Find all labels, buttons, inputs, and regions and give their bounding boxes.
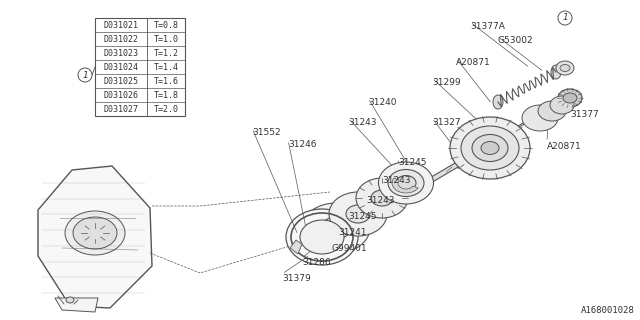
- Text: 1: 1: [82, 70, 88, 79]
- Ellipse shape: [329, 192, 387, 236]
- Text: 31286: 31286: [302, 258, 331, 267]
- Ellipse shape: [300, 220, 344, 254]
- Text: G53002: G53002: [497, 36, 532, 45]
- Ellipse shape: [65, 211, 125, 255]
- Ellipse shape: [556, 61, 574, 75]
- Ellipse shape: [550, 96, 574, 114]
- Text: 31240: 31240: [368, 98, 397, 107]
- Text: 1: 1: [562, 13, 568, 22]
- Ellipse shape: [66, 297, 74, 303]
- Text: D031022: D031022: [104, 35, 138, 44]
- Text: D031021: D031021: [104, 20, 138, 29]
- Ellipse shape: [560, 65, 570, 71]
- Ellipse shape: [334, 216, 354, 242]
- Ellipse shape: [346, 205, 370, 223]
- Text: 31377: 31377: [570, 110, 599, 119]
- Polygon shape: [38, 166, 152, 308]
- Ellipse shape: [396, 175, 416, 190]
- Ellipse shape: [302, 203, 370, 253]
- Polygon shape: [55, 298, 98, 312]
- Circle shape: [558, 11, 572, 25]
- Text: 31299: 31299: [432, 78, 461, 87]
- Text: D031024: D031024: [104, 62, 138, 71]
- Ellipse shape: [371, 190, 393, 206]
- Text: T=1.2: T=1.2: [154, 49, 179, 58]
- Ellipse shape: [493, 95, 503, 109]
- Text: A20871: A20871: [547, 142, 582, 151]
- Text: 31377A: 31377A: [470, 22, 505, 31]
- Ellipse shape: [321, 217, 351, 239]
- Text: D031025: D031025: [104, 76, 138, 85]
- Text: 31246: 31246: [288, 140, 317, 149]
- Text: D031026: D031026: [104, 91, 138, 100]
- Bar: [95, 18, 185, 116]
- Text: 31552: 31552: [252, 128, 280, 137]
- Text: T=2.0: T=2.0: [154, 105, 179, 114]
- Text: 31241: 31241: [338, 228, 367, 237]
- Ellipse shape: [558, 89, 582, 107]
- Text: 31243: 31243: [382, 176, 410, 185]
- Text: T=1.8: T=1.8: [154, 91, 179, 100]
- Text: 31243: 31243: [348, 118, 376, 127]
- Ellipse shape: [378, 162, 433, 204]
- Ellipse shape: [73, 217, 117, 249]
- Text: T=1.0: T=1.0: [154, 35, 179, 44]
- Ellipse shape: [538, 101, 566, 121]
- Ellipse shape: [286, 209, 358, 265]
- Polygon shape: [392, 178, 418, 193]
- Text: G99401: G99401: [332, 244, 367, 253]
- Polygon shape: [508, 106, 556, 132]
- Text: 31327: 31327: [432, 118, 461, 127]
- Ellipse shape: [551, 65, 561, 79]
- Text: T=1.4: T=1.4: [154, 62, 179, 71]
- Text: A20871: A20871: [456, 58, 491, 67]
- Ellipse shape: [472, 134, 508, 162]
- Text: T=1.6: T=1.6: [154, 76, 179, 85]
- Text: 31245: 31245: [398, 158, 426, 167]
- Ellipse shape: [522, 105, 558, 131]
- Text: D031027: D031027: [104, 105, 138, 114]
- Text: 31379: 31379: [282, 274, 311, 283]
- Ellipse shape: [356, 178, 408, 218]
- Ellipse shape: [481, 141, 499, 155]
- Text: 31245: 31245: [348, 212, 376, 221]
- Text: A168001028: A168001028: [581, 306, 635, 315]
- Polygon shape: [290, 240, 302, 254]
- Circle shape: [78, 68, 92, 82]
- Text: 31243: 31243: [366, 196, 394, 205]
- Ellipse shape: [563, 93, 577, 103]
- Ellipse shape: [461, 126, 519, 170]
- Ellipse shape: [388, 170, 424, 196]
- Text: T=0.8: T=0.8: [154, 20, 179, 29]
- Text: D031023: D031023: [104, 49, 138, 58]
- Ellipse shape: [450, 117, 530, 179]
- Polygon shape: [338, 132, 508, 238]
